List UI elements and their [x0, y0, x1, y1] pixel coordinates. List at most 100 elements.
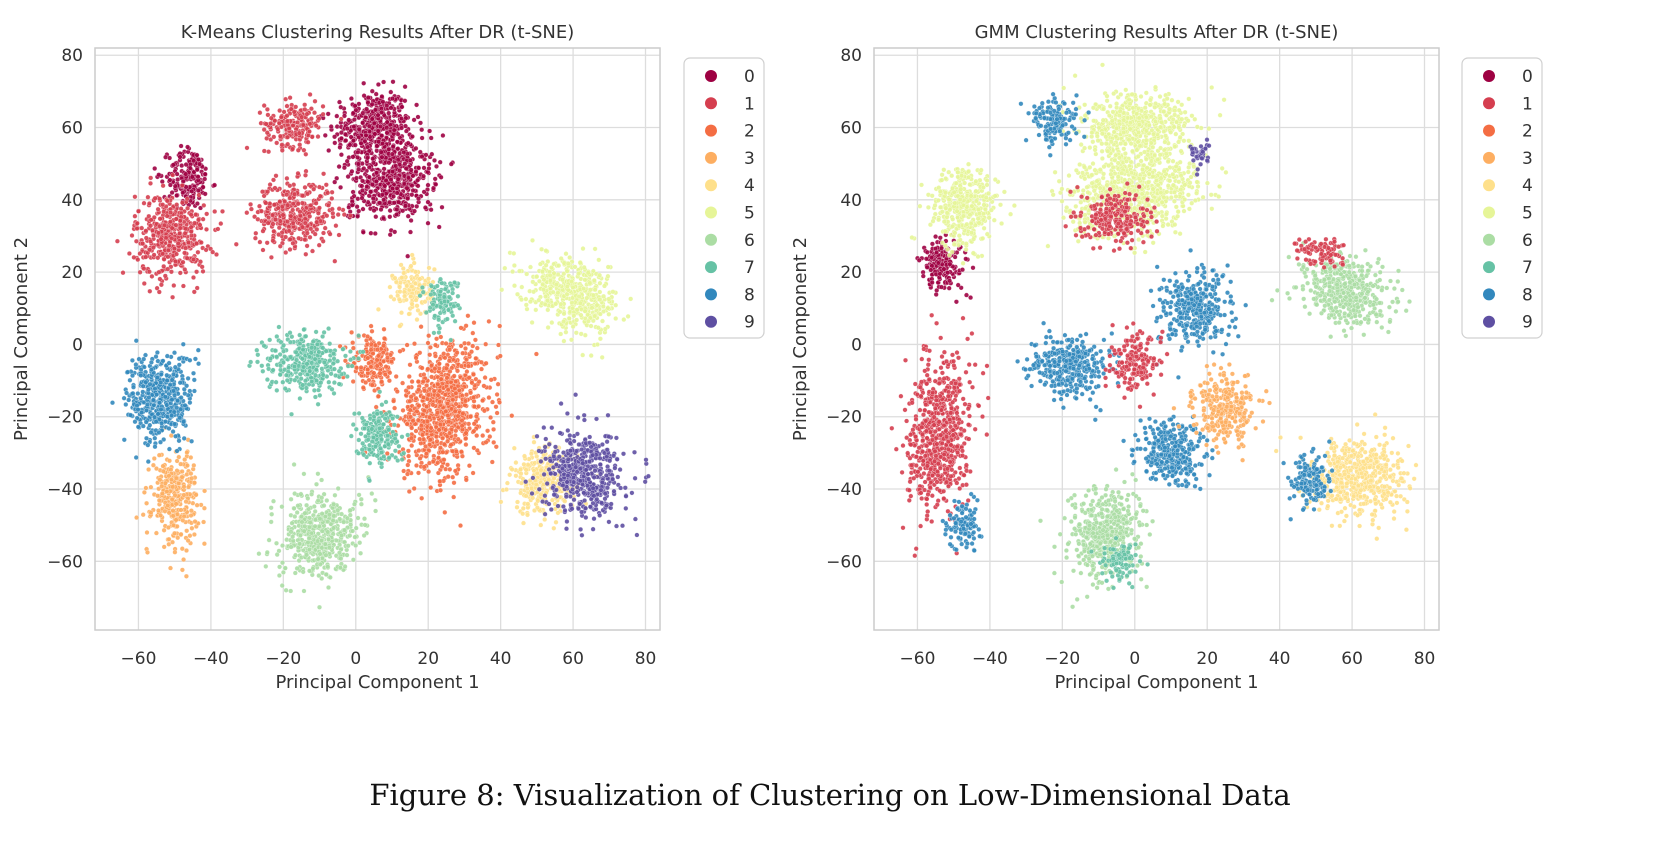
data-point — [194, 502, 200, 508]
data-point — [393, 163, 399, 169]
data-point — [523, 493, 529, 499]
data-point — [259, 208, 264, 214]
data-point — [470, 470, 476, 476]
data-point — [437, 422, 443, 428]
data-point — [562, 498, 568, 504]
data-point — [379, 379, 385, 385]
data-point — [434, 438, 440, 444]
data-point — [436, 224, 442, 230]
data-point — [382, 183, 388, 189]
data-point — [277, 199, 283, 205]
data-point — [307, 92, 313, 97]
data-point — [447, 368, 453, 374]
data-point — [317, 561, 323, 567]
scatter-points — [110, 79, 651, 610]
data-point — [388, 105, 394, 111]
data-point — [381, 335, 387, 341]
data-point — [348, 96, 354, 102]
data-point — [577, 260, 583, 266]
data-point — [321, 230, 326, 236]
data-point — [307, 520, 313, 525]
data-point — [576, 271, 581, 277]
data-point — [271, 498, 276, 504]
data-point — [194, 152, 200, 158]
data-point — [521, 461, 527, 467]
data-point — [409, 134, 415, 139]
data-point — [459, 363, 464, 369]
data-point — [326, 202, 331, 208]
data-point — [613, 316, 619, 321]
data-point — [394, 206, 400, 212]
data-point — [429, 151, 435, 157]
data-point — [287, 183, 293, 189]
data-point — [402, 293, 408, 299]
data-point — [528, 451, 534, 457]
data-point — [383, 364, 389, 370]
data-point — [277, 133, 283, 139]
data-point — [292, 514, 298, 519]
data-point — [356, 166, 362, 172]
data-point — [358, 550, 364, 556]
data-point — [161, 263, 167, 269]
data-point — [333, 223, 339, 229]
data-point — [141, 200, 147, 206]
data-point — [481, 383, 487, 389]
data-point — [380, 215, 386, 221]
data-point — [372, 107, 378, 113]
data-point — [486, 318, 492, 324]
data-point — [280, 560, 285, 566]
data-point — [336, 232, 342, 238]
data-point — [180, 283, 186, 289]
data-point — [157, 216, 163, 222]
data-point — [483, 341, 489, 347]
data-point — [193, 212, 199, 218]
data-point — [156, 452, 162, 458]
data-point — [299, 224, 305, 230]
data-point — [192, 480, 197, 486]
data-point — [395, 176, 401, 182]
data-point — [170, 294, 176, 300]
data-point — [264, 549, 270, 555]
data-point — [549, 265, 554, 271]
data-point — [366, 123, 372, 129]
data-point — [159, 491, 165, 496]
data-point — [451, 373, 457, 379]
data-point — [292, 191, 297, 197]
data-point — [311, 186, 317, 192]
data-point — [302, 523, 308, 529]
data-point — [280, 569, 286, 575]
data-point — [391, 398, 397, 404]
data-point — [547, 272, 553, 278]
data-point — [445, 401, 451, 407]
data-point — [362, 522, 368, 528]
data-point — [458, 523, 463, 529]
data-point — [459, 453, 465, 459]
data-point — [523, 302, 529, 308]
data-point — [594, 302, 600, 308]
data-point — [442, 355, 448, 361]
data-point — [161, 527, 167, 533]
data-point — [332, 492, 338, 498]
data-point — [364, 184, 370, 190]
data-point — [309, 491, 315, 497]
data-point — [290, 207, 296, 213]
data-point — [379, 94, 385, 99]
data-point — [525, 501, 531, 507]
data-point — [405, 253, 411, 259]
data-point — [566, 315, 572, 321]
data-point — [374, 347, 380, 353]
data-point — [580, 352, 586, 358]
data-point — [180, 190, 186, 196]
data-point — [600, 318, 605, 324]
data-point — [414, 203, 420, 209]
data-point — [345, 174, 351, 180]
data-point — [585, 270, 591, 276]
data-point — [355, 515, 361, 521]
data-point — [314, 219, 320, 225]
data-point — [403, 388, 409, 394]
data-point — [402, 161, 408, 167]
data-point — [172, 183, 178, 189]
data-point — [195, 249, 201, 255]
data-point — [347, 142, 353, 148]
data-point — [312, 110, 317, 116]
